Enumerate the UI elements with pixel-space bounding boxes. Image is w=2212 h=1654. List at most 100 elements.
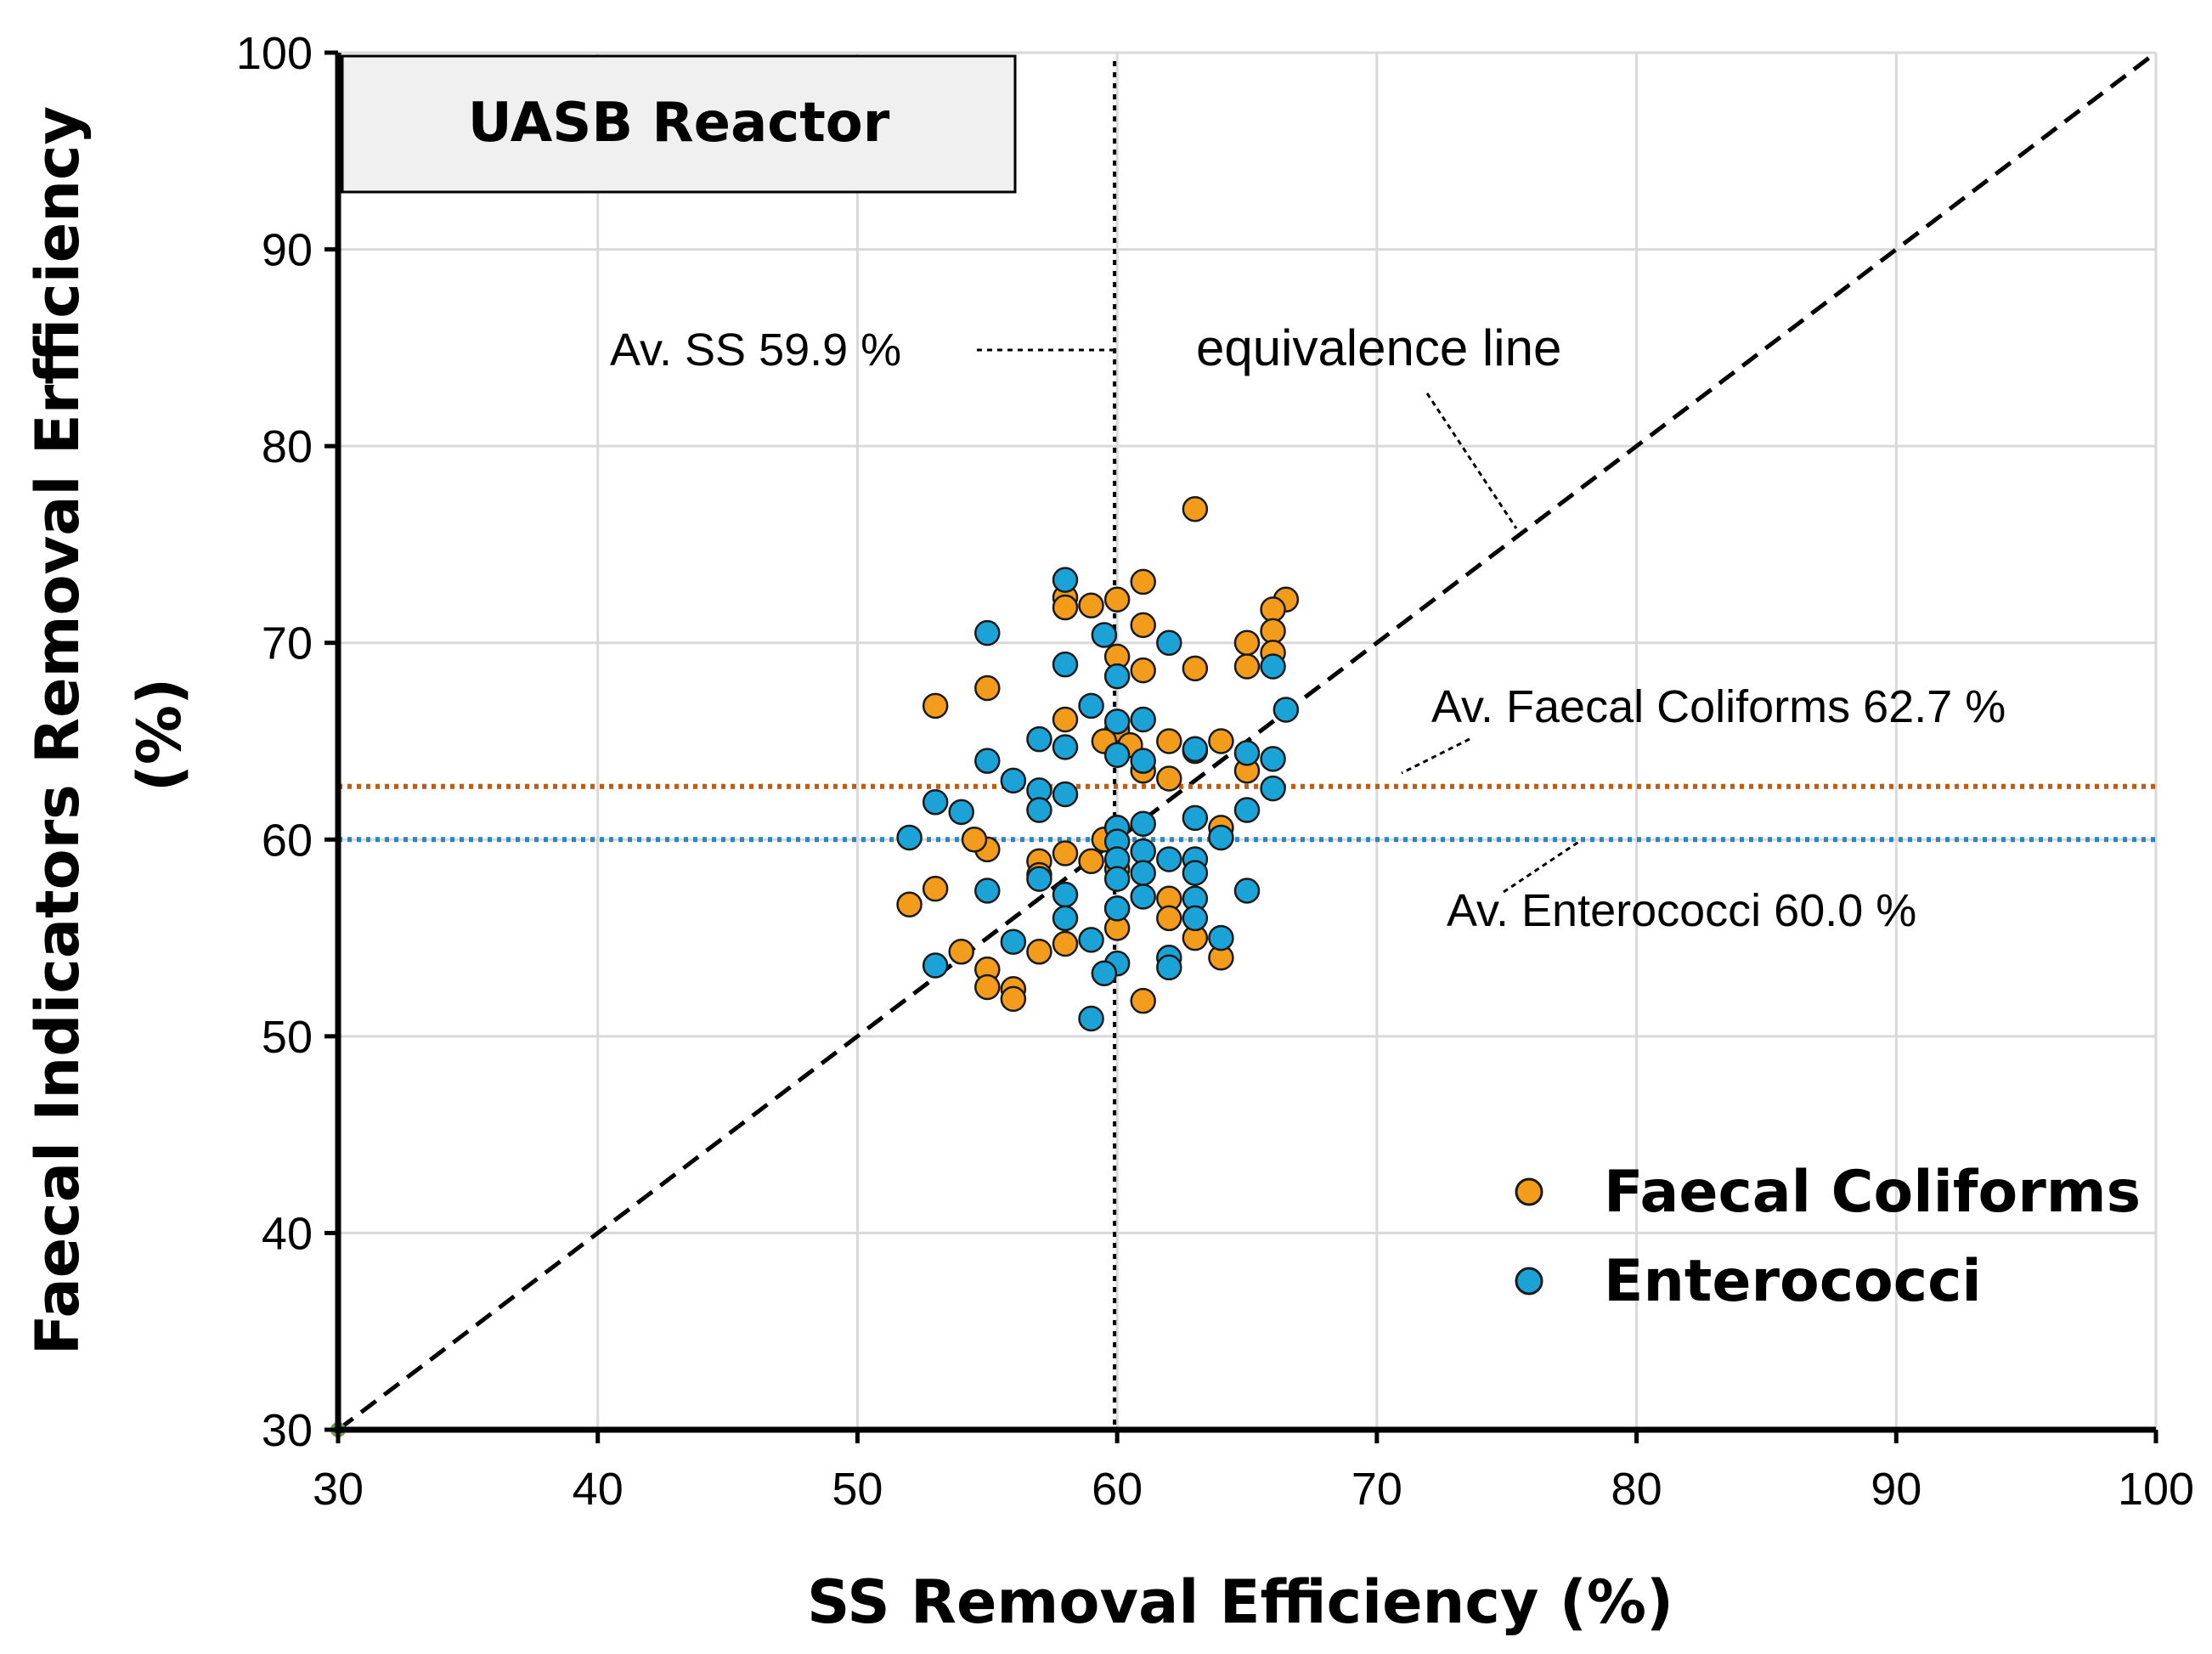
y-tick-label: 80: [262, 421, 313, 472]
x-axis-title: SS Removal Efficiency (%): [807, 1567, 1673, 1637]
y-tick-label: 30: [262, 1405, 313, 1456]
data-point-faecal-coliforms: [1052, 930, 1079, 957]
data-point-enterococci: [1130, 706, 1156, 733]
x-tick-label: 80: [1611, 1464, 1662, 1515]
data-point-faecal-coliforms: [1078, 592, 1104, 618]
y-axis-title: Faecal Indicators Removal Erfficiency: [23, 106, 93, 1355]
y-tick-label: 40: [262, 1208, 313, 1259]
data-point-enterococci: [1182, 860, 1209, 886]
data-point-enterococci: [1078, 1005, 1104, 1032]
data-point-enterococci: [1103, 742, 1131, 768]
data-point-enterococci: [1052, 651, 1079, 678]
data-point-enterococci: [1130, 860, 1156, 886]
data-point-faecal-coliforms: [1130, 987, 1156, 1014]
data-point-enterococci: [1156, 846, 1182, 872]
data-point-enterococci: [1156, 629, 1182, 656]
x-tick-label: 70: [1351, 1464, 1402, 1515]
x-tick-label: 30: [313, 1464, 364, 1515]
y-tick-label: 70: [262, 618, 313, 669]
data-point-enterococci: [1091, 960, 1118, 987]
data-point-faecal-coliforms: [974, 974, 1001, 1001]
data-point-enterococci: [1260, 653, 1286, 680]
data-point-enterococci: [1026, 866, 1052, 892]
data-point-enterococci: [1026, 797, 1052, 823]
data-point-enterococci: [1103, 708, 1131, 735]
data-point-faecal-coliforms: [1130, 568, 1156, 596]
data-point-enterococci: [1000, 929, 1027, 955]
legend-marker-enterococci: [1515, 1267, 1543, 1296]
data-point-enterococci: [1052, 734, 1079, 760]
data-point-enterococci: [1260, 775, 1286, 802]
y-axis-unit: (%): [125, 678, 195, 792]
equivalence-leader: [1425, 392, 1518, 529]
data-point-faecal-coliforms: [1182, 655, 1209, 682]
data-point-enterococci: [896, 824, 923, 851]
data-point-faecal-coliforms: [1103, 586, 1131, 613]
data-point-enterococci: [1182, 736, 1209, 763]
avg-ent-leader: [1503, 839, 1581, 894]
avg-ent-label: Av. Enterococci 60.0 %: [1447, 885, 1916, 936]
data-point-faecal-coliforms: [1260, 618, 1286, 645]
x-tick-label: 90: [1871, 1464, 1921, 1515]
data-point-faecal-coliforms: [948, 939, 974, 965]
data-point-enterococci: [1182, 804, 1209, 832]
data-point-enterococci: [1130, 838, 1156, 865]
series-enterococci: [896, 567, 1300, 1032]
data-point-faecal-coliforms: [961, 827, 988, 853]
x-tick-label: 40: [573, 1464, 624, 1515]
x-tick-label: 100: [2118, 1464, 2194, 1515]
data-point-enterococci: [1130, 883, 1156, 910]
data-point-enterococci: [974, 878, 1001, 904]
data-point-faecal-coliforms: [922, 875, 949, 902]
avg-fc-label: Av. Faecal Coliforms 62.7 %: [1431, 681, 2006, 732]
tick-labels: 30 40 50 60 70 80 90 100 30 40 50 60 70 80 90 100: [236, 28, 2194, 1515]
data-point-faecal-coliforms: [1260, 596, 1286, 623]
data-point-enterococci: [1233, 740, 1261, 766]
legend-label-enterococci: Enterococci: [1604, 1248, 1982, 1315]
data-point-faecal-coliforms: [1156, 765, 1182, 792]
data-point-faecal-coliforms: [1130, 657, 1156, 684]
data-point-faecal-coliforms: [1026, 939, 1052, 965]
avg-ss-label: Av. SS 59.9 %: [610, 325, 901, 375]
data-point-faecal-coliforms: [1233, 629, 1261, 656]
data-point-faecal-coliforms: [1156, 728, 1182, 754]
data-point-enterococci: [1026, 725, 1052, 753]
data-point-enterococci: [1078, 927, 1104, 953]
data-point-enterococci: [974, 748, 1001, 774]
data-point-faecal-coliforms: [1130, 612, 1156, 639]
data-point-faecal-coliforms: [922, 692, 949, 720]
data-point-enterococci: [948, 799, 974, 826]
chart-title-box: UASB Reactor: [341, 54, 1017, 194]
data-point-faecal-coliforms: [1052, 840, 1079, 867]
data-point-enterococci: [1233, 797, 1261, 823]
y-tick-label: 60: [262, 815, 313, 866]
data-point-enterococci: [1103, 866, 1131, 892]
data-point-enterococci: [1052, 881, 1079, 908]
data-point-enterococci: [1052, 905, 1079, 932]
data-point-enterococci: [1130, 748, 1156, 774]
data-point-enterococci: [1208, 924, 1234, 951]
data-point-enterococci: [922, 789, 949, 816]
data-point-enterococci: [1130, 810, 1156, 838]
legend-marker-faecal-coliforms: [1515, 1177, 1543, 1206]
data-point-enterococci: [1000, 767, 1027, 794]
data-point-enterococci: [922, 952, 949, 979]
data-point-enterococci: [1103, 663, 1131, 690]
y-tick-label: 90: [262, 225, 313, 276]
data-point-enterococci: [1052, 567, 1079, 593]
data-point-enterococci: [1208, 824, 1234, 851]
data-point-faecal-coliforms: [1182, 495, 1209, 522]
data-point-faecal-coliforms: [1208, 728, 1234, 754]
chart-title: UASB Reactor: [468, 92, 890, 155]
data-point-enterococci: [1233, 878, 1261, 904]
data-point-enterococci: [1091, 622, 1118, 648]
data-point-faecal-coliforms: [1233, 653, 1261, 680]
data-point-faecal-coliforms: [1000, 985, 1027, 1013]
x-tick-label: 60: [1092, 1464, 1143, 1515]
y-tick-label: 50: [262, 1012, 313, 1063]
equivalence-line-label: equivalence line: [1196, 319, 1561, 376]
data-point-faecal-coliforms: [1052, 594, 1079, 621]
axes: [324, 50, 2158, 1443]
data-point-faecal-coliforms: [1156, 905, 1182, 932]
